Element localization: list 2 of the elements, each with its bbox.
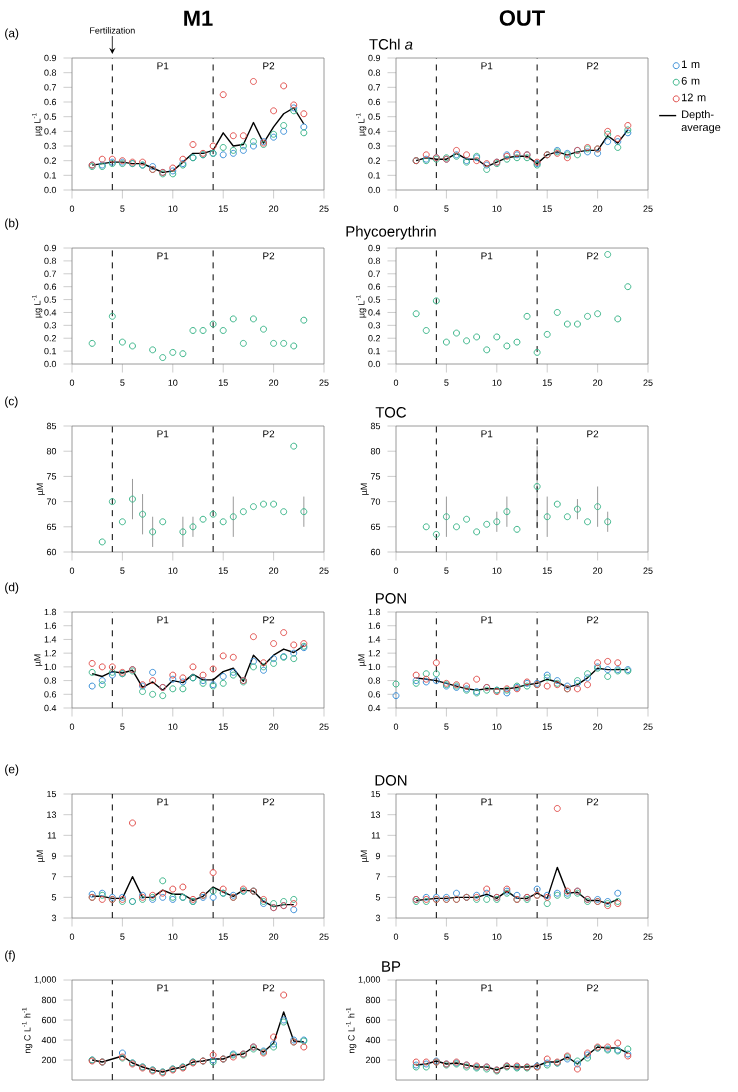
- chart-title: OUT: [499, 10, 545, 26]
- chart-title: M1: [184, 10, 213, 26]
